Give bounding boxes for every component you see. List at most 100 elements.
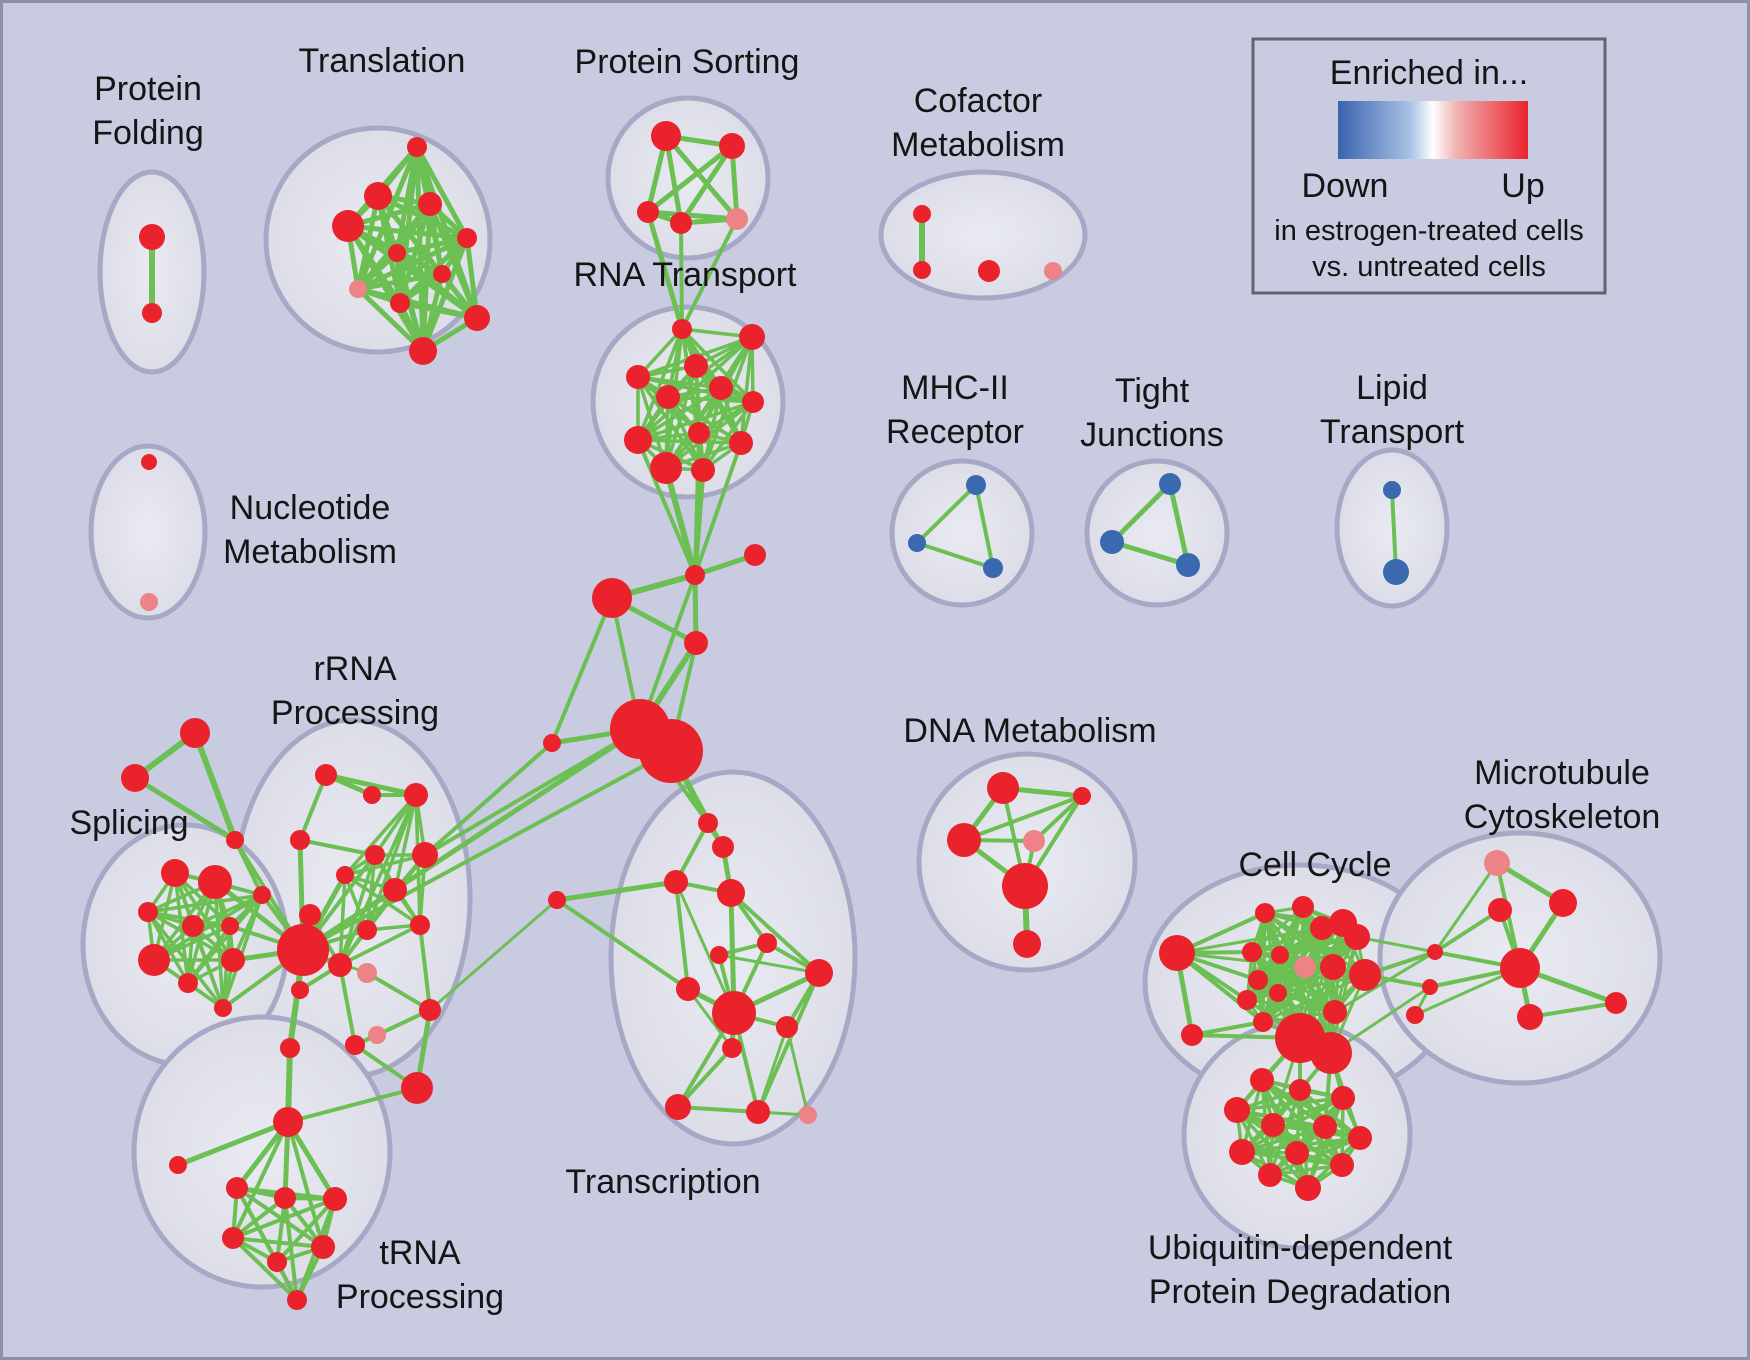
network-edge (298, 773, 328, 842)
network-edge (285, 1119, 338, 1202)
network-node (664, 870, 688, 894)
network-node (221, 917, 239, 935)
network-node (983, 558, 1003, 578)
network-node (364, 182, 392, 210)
network-node (222, 1227, 244, 1249)
network-node (717, 879, 745, 907)
network-edge (338, 923, 422, 967)
network-node (412, 842, 438, 868)
network-node (140, 593, 158, 611)
network-node (1348, 1126, 1372, 1150)
network-edge (554, 879, 679, 903)
network-edge (717, 953, 821, 975)
network-node (966, 475, 986, 495)
network-node (746, 1100, 770, 1124)
network-node (1181, 1024, 1203, 1046)
network-edge (680, 217, 739, 331)
network-node (1248, 970, 1268, 990)
network-node (624, 426, 652, 454)
network-node (182, 915, 204, 937)
network-edge (915, 541, 995, 570)
cluster-label-splicing: Splicing (69, 804, 188, 842)
network-node (1422, 979, 1438, 995)
network-edge (550, 596, 614, 745)
network-node (1289, 1079, 1311, 1101)
network-edge (175, 1119, 291, 1168)
cluster-label-protein-folding: Protein Folding (92, 70, 204, 152)
network-node (543, 734, 561, 752)
network-node (349, 280, 367, 298)
network-node (805, 959, 833, 987)
network-node (639, 719, 703, 783)
cluster-label-ubiquitin-dependent-protein-degradation: Ubiquitin-dependent Protein Degradation (1148, 1229, 1453, 1311)
network-edge (974, 483, 995, 570)
network-node (987, 772, 1019, 804)
network-node (637, 201, 659, 223)
network-edge (756, 971, 821, 1114)
network-node (688, 422, 710, 444)
network-node (1488, 898, 1512, 922)
network-node (409, 337, 437, 365)
network-edge (636, 327, 684, 442)
network-node (274, 1187, 296, 1209)
network-node (1073, 787, 1091, 805)
network-node (253, 886, 271, 904)
network-node (742, 391, 764, 413)
network-edge (1433, 861, 1499, 954)
network-edge (231, 1236, 325, 1249)
network-edge (663, 465, 698, 578)
network-node (311, 1235, 335, 1259)
network-edge (674, 880, 736, 1015)
network-node (221, 948, 245, 972)
network-node (1294, 956, 1316, 978)
network-node (363, 786, 381, 804)
network-node (656, 385, 680, 409)
network-edge (343, 853, 427, 877)
network-edge (428, 898, 559, 1012)
network-node (1023, 830, 1045, 852)
network-node (1176, 553, 1200, 577)
network-node (719, 133, 745, 159)
network-node (650, 452, 682, 484)
network-node (1269, 984, 1287, 1002)
network-node (291, 981, 309, 999)
network-edge (1245, 965, 1335, 1002)
cluster-label-tight-junctions: Tight Junctions (1080, 372, 1224, 454)
network-node (388, 244, 406, 262)
network-edge (636, 400, 755, 442)
network-edge (680, 327, 755, 404)
network-node (404, 783, 428, 807)
network-edge (338, 963, 357, 1047)
cluster-mhc-ii-receptor (889, 458, 1035, 608)
network-edge (962, 794, 1084, 842)
network-node (739, 324, 765, 350)
cluster-label-cofactor-metabolism: Cofactor Metabolism (891, 82, 1065, 164)
network-node (336, 866, 354, 884)
network-edge (393, 793, 418, 892)
network-edge (298, 838, 377, 857)
network-edge (1256, 973, 1367, 982)
network-node (947, 823, 981, 857)
network-node (1002, 863, 1048, 909)
network-edge (678, 143, 735, 226)
network-node (226, 831, 244, 849)
network-node (776, 1016, 798, 1038)
network-node (670, 212, 692, 234)
network-edge (355, 286, 426, 354)
network-node (908, 534, 926, 552)
network-node (1310, 916, 1334, 940)
cluster-label-mhc-ii-receptor: MHC-II Receptor (886, 369, 1024, 451)
network-node (323, 1187, 347, 1211)
cluster-nucleotide-metabolism (88, 443, 208, 621)
network-node (345, 1035, 365, 1055)
network-node (1313, 1115, 1337, 1139)
network-node (169, 1156, 187, 1174)
network-edge (636, 438, 697, 577)
network-node (913, 261, 931, 279)
legend-title: Enriched in... (1330, 54, 1528, 92)
network-node (1292, 896, 1314, 918)
network-edge (343, 793, 418, 877)
network-node (1285, 1141, 1309, 1165)
